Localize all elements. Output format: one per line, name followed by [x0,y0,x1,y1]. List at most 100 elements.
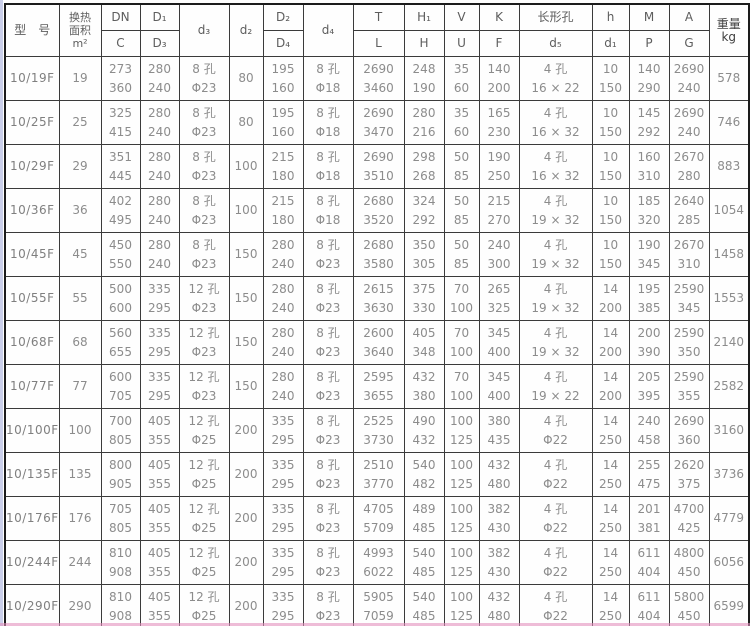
cell-weight: 578 [708,56,750,101]
header-dn-top: DN [100,3,141,31]
header-d3-top: d₃ [178,3,230,57]
spec-row-10/244F: 10/244F 244 810 908 405 355 12 孔 Φ25 200 335 295 8 … [4,540,750,585]
spec-row-10/135F: 10/135F 135 800 905 405 355 12 孔 Φ25 200 335 295 8 … [4,452,750,497]
cell-v: 50 85 [443,188,480,233]
cell-d4: 8 孔 Φ23 [302,232,354,277]
cell-dn: 810 908 [100,540,141,585]
cell-v: 70 100 [443,364,480,409]
cell-D2: 280 240 [262,364,304,409]
cell-h: 14 250 [591,408,630,453]
cell-D2: 280 240 [262,276,304,321]
cell-h: 14 200 [591,364,630,409]
cell-m: 195 385 [628,276,670,321]
cell-v: 100 125 [443,452,480,497]
cell-h1: 248 190 [403,56,445,101]
cell-v: 100 125 [443,496,480,541]
cell-dn: 810 908 [100,584,141,626]
header-v-top: V [443,3,480,31]
cell-weight: 746 [708,100,750,145]
cell-d2: 150 [228,364,264,409]
cell-v: 50 85 [443,144,480,189]
cell-D2: 280 240 [262,320,304,365]
cell-area: 45 [58,232,102,277]
cell-model: 10/135F [4,452,60,497]
cell-a: 2690 240 [668,56,710,101]
cell-k: 215 270 [478,188,520,233]
cell-dn: 351 445 [100,144,141,189]
cell-d3: 12 孔 Φ25 [178,452,230,497]
cell-h1: 489 485 [403,496,445,541]
cell-D2: 195 160 [262,56,304,101]
cell-d2: 200 [228,408,264,453]
cell-area: 19 [58,56,102,101]
cell-t: 2680 3520 [352,188,405,233]
cell-d3: 12 孔 Φ25 [178,496,230,541]
cell-d3: 8 孔 Φ23 [178,232,230,277]
cell-m: 205 395 [628,364,670,409]
cell-d2: 200 [228,452,264,497]
cell-h: 14 250 [591,584,630,626]
cell-a: 2690 360 [668,408,710,453]
header-t-top: T [352,3,405,31]
cell-d3: 12 孔 Φ23 [178,276,230,321]
cell-h1: 540 485 [403,584,445,626]
cell-d1: 280 240 [139,100,180,145]
cell-model: 10/176F [4,496,60,541]
cell-h1: 298 268 [403,144,445,189]
cell-v: 100 125 [443,408,480,453]
cell-t: 2690 3470 [352,100,405,145]
header-h1-bottom: H [403,30,445,57]
header-h1-top: H₁ [403,3,445,31]
cell-weight: 6056 [708,540,750,585]
cell-d2: 200 [228,496,264,541]
cell-model: 10/100F [4,408,60,453]
cell-t: 2525 3730 [352,408,405,453]
cell-d3: 8 孔 Φ23 [178,56,230,101]
cell-h: 10 150 [591,188,630,233]
header-d5-bottom: d₅ [518,30,593,57]
cell-h: 14 250 [591,452,630,497]
cell-d5: 4 孔 19 × 32 [518,320,593,365]
cell-area: 135 [58,452,102,497]
cell-d5: 4 孔 Φ22 [518,408,593,453]
cell-d1: 335 295 [139,320,180,365]
cell-dn: 450 550 [100,232,141,277]
header-a-top: A [668,3,710,31]
cell-d2: 150 [228,232,264,277]
cell-D2: 335 295 [262,496,304,541]
cell-dn: 402 495 [100,188,141,233]
cell-h: 14 200 [591,320,630,365]
cell-model: 10/55F [4,276,60,321]
scan-artifact-left-edge [0,0,3,626]
header-k-bottom: F [478,30,520,57]
cell-model: 10/25F [4,100,60,145]
cell-d4: 8 孔 Φ18 [302,100,354,145]
cell-t: 4993 6022 [352,540,405,585]
spec-row-10/45F: 10/45F 45 450 550 280 240 8 孔 Φ23 150 280 240 8 孔 Φ2… [4,232,750,277]
cell-D2: 195 160 [262,100,304,145]
header-D2-bottom: D₄ [262,30,304,57]
cell-a: 2690 240 [668,100,710,145]
cell-t: 2615 3630 [352,276,405,321]
cell-h1: 490 432 [403,408,445,453]
cell-d4: 8 孔 Φ23 [302,496,354,541]
cell-m: 140 290 [628,56,670,101]
cell-dn: 273 360 [100,56,141,101]
cell-m: 255 475 [628,452,670,497]
cell-d5: 4 孔 16 × 32 [518,144,593,189]
cell-d2: 150 [228,320,264,365]
cell-area: 244 [58,540,102,585]
cell-m: 201 381 [628,496,670,541]
cell-v: 100 125 [443,540,480,585]
cell-h1: 540 482 [403,452,445,497]
cell-k: 345 400 [478,320,520,365]
cell-d3: 12 孔 Φ25 [178,408,230,453]
cell-h1: 405 348 [403,320,445,365]
cell-m: 611 404 [628,584,670,626]
header-h-bottom: d₁ [591,30,630,57]
cell-d2: 200 [228,584,264,626]
cell-weight: 1054 [708,188,750,233]
cell-d2: 100 [228,144,264,189]
cell-d2: 80 [228,56,264,101]
